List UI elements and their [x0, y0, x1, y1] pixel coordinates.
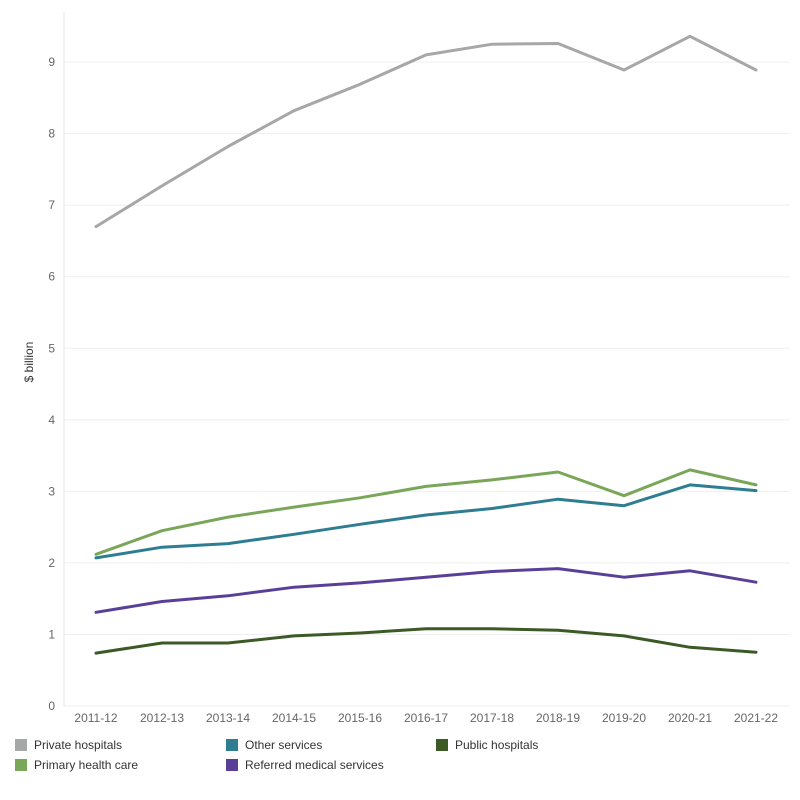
y-tick-label: 8: [48, 127, 55, 141]
x-tick-label: 2017-18: [470, 711, 514, 725]
y-tick-label: 4: [48, 413, 55, 427]
legend-swatch-other-services: [226, 739, 238, 751]
x-tick-label: 2011-12: [74, 711, 117, 725]
legend-swatch-private-hospitals: [15, 739, 27, 751]
y-tick-label: 1: [48, 627, 55, 641]
legend-swatch-public-hospitals: [436, 739, 448, 751]
y-tick-label: 2: [48, 556, 55, 570]
y-tick-label: 3: [48, 484, 55, 498]
y-tick-label: 6: [48, 270, 55, 284]
series-lines: [94, 34, 758, 655]
y-tick-label: 7: [48, 198, 55, 212]
legend-label-public-hospitals: Public hospitals: [455, 738, 539, 752]
y-tick-label: 5: [48, 341, 55, 355]
series-line-public-hospitals[interactable]: [94, 627, 758, 655]
x-tick-label: 2015-16: [338, 711, 382, 725]
x-tick-label: 2014-15: [272, 711, 316, 725]
series-line-other-services[interactable]: [94, 483, 758, 560]
legend-label-private-hospitals: Private hospitals: [34, 738, 123, 752]
y-axis-title: $ billion: [22, 342, 36, 383]
gridlines: [64, 61, 790, 707]
legend-swatch-primary-health-care: [15, 759, 27, 771]
legend-item-other-services[interactable]: Other services: [226, 736, 322, 754]
y-axis: 0 1 2 3 4 5 6 7 8 9: [48, 12, 65, 713]
legend-label-other-services: Other services: [245, 738, 323, 752]
legend-item-private-hospitals[interactable]: Private hospitals: [15, 736, 122, 754]
y-tick-label: 9: [48, 55, 55, 69]
x-tick-label: 2018-19: [536, 711, 580, 725]
x-tick-label: 2012-13: [140, 711, 184, 725]
series-line-private-hospitals[interactable]: [94, 34, 758, 229]
legend-item-public-hospitals[interactable]: Public hospitals: [436, 736, 538, 754]
x-tick-label: 2016-17: [404, 711, 448, 725]
legend: Private hospitals Other services Public …: [15, 736, 785, 776]
y-tick-label: 0: [48, 699, 55, 713]
legend-item-primary-health-care[interactable]: Primary health care: [15, 756, 138, 774]
x-axis: 2011-12 2012-13 2013-14 2014-15 2015-16 2016-…: [74, 711, 778, 725]
legend-item-referred-medical-services[interactable]: Referred medical services: [226, 756, 384, 774]
x-tick-label: 2021-22: [734, 711, 778, 725]
legend-label-referred-medical-services: Referred medical services: [245, 758, 384, 772]
x-tick-label: 2013-14: [206, 711, 250, 725]
x-tick-label: 2019-20: [602, 711, 646, 725]
legend-swatch-referred-medical-services: [226, 759, 238, 771]
x-tick-label: 2020-21: [668, 711, 712, 725]
legend-label-primary-health-care: Primary health care: [34, 758, 139, 772]
series-line-primary-health-care[interactable]: [94, 468, 758, 556]
series-line-referred-medical-services[interactable]: [94, 567, 758, 614]
